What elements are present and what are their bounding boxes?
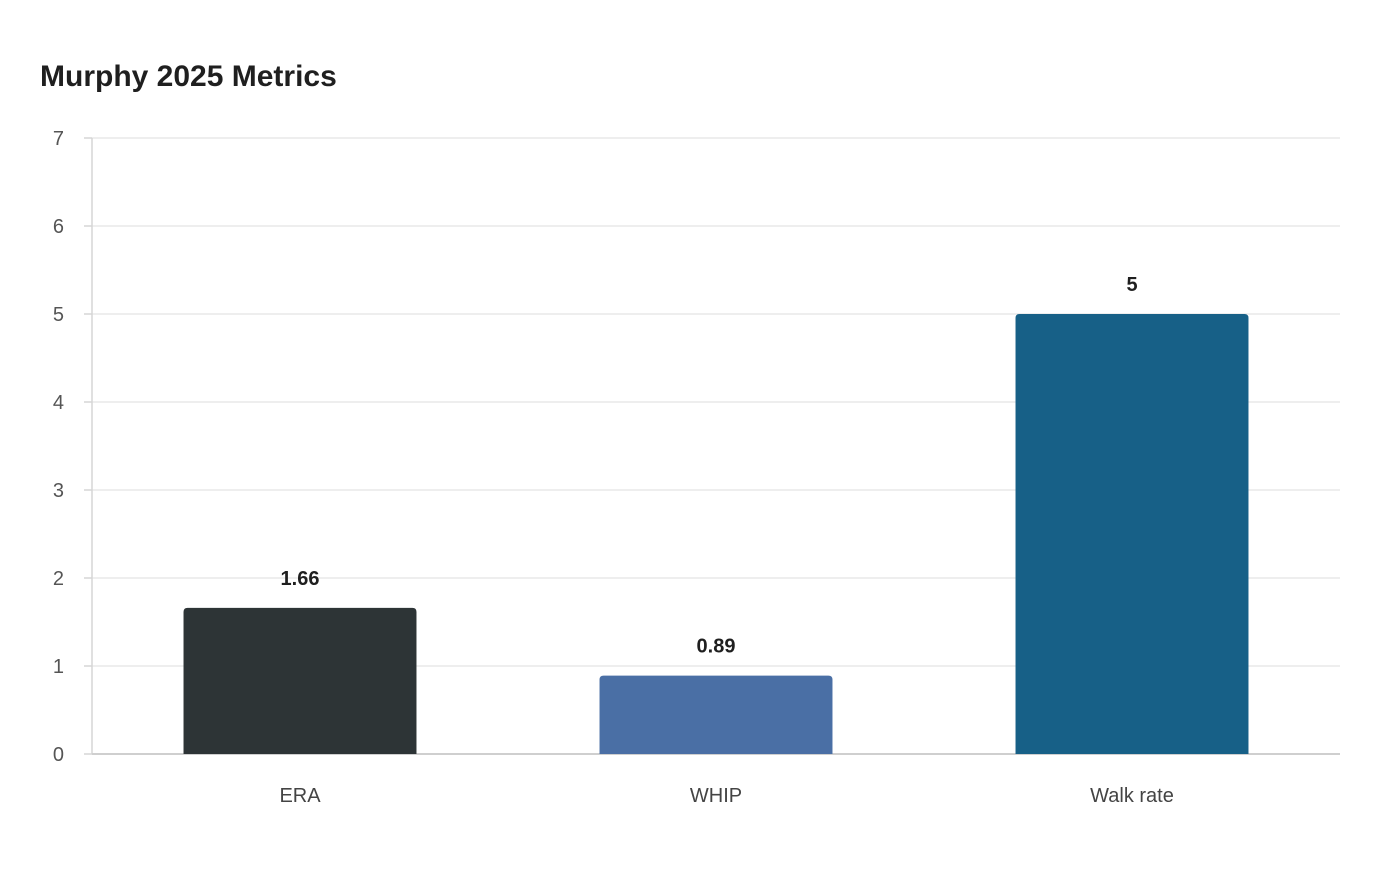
x-tick-label: Walk rate: [1090, 785, 1174, 807]
y-tick-label: 2: [53, 568, 64, 590]
bars: [183, 314, 1249, 754]
data-label: 0.89: [697, 636, 736, 658]
data-label: 5: [1126, 274, 1137, 296]
y-tick-label: 3: [53, 480, 64, 502]
chart-title: Murphy 2025 Metrics: [40, 60, 337, 93]
data-label: 1.66: [281, 568, 320, 590]
x-tick-label: ERA: [279, 785, 321, 807]
bar-walk-rate: [1015, 314, 1249, 754]
y-tick-label: 0: [53, 744, 64, 766]
y-tick-label: 5: [53, 304, 64, 326]
labels: 0 1 2 3 4 5 6 7 1.66 ERA 0.89 WHIP 5 Walk rate: [53, 128, 1174, 807]
y-tick-label: 7: [53, 128, 64, 150]
bar-whip: [599, 675, 833, 754]
y-tick-label: 4: [53, 392, 64, 414]
y-tick-label: 1: [53, 656, 64, 678]
x-tick-label: WHIP: [690, 785, 742, 807]
y-tick-label: 6: [53, 216, 64, 238]
bar-era: [183, 607, 417, 754]
